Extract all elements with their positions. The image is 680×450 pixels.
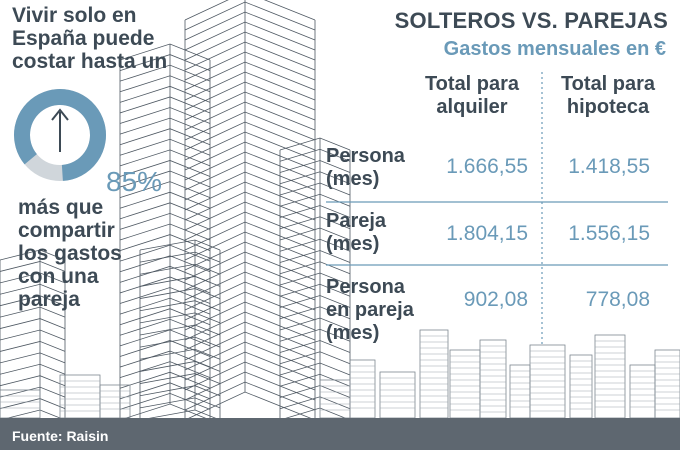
distant-building [594, 334, 626, 419]
headline-line: España puede [12, 27, 155, 50]
percent-value: 85% [106, 166, 163, 197]
distant-building [319, 379, 351, 419]
distant-building [479, 339, 507, 419]
subline-line: pareja [18, 288, 80, 311]
distant-building [349, 359, 376, 419]
headline-line: costar hasta un [12, 50, 168, 73]
row-label-line: (mes) [326, 168, 380, 190]
table-title: SOLTEROS VS. PAREJAS [394, 8, 668, 33]
cell-persona-alquiler: 1.666,55 [446, 155, 528, 178]
row-label-line: (mes) [326, 233, 380, 255]
percent-ring [14, 89, 106, 181]
tower-lower [139, 239, 221, 421]
column-header-line: Total para [560, 73, 656, 95]
subline-line: compartir [18, 219, 115, 242]
distant-building [59, 374, 101, 419]
row-label-line: Pareja [326, 210, 387, 232]
headline-line: Vivir solo en [12, 4, 137, 27]
distant-building [0, 389, 41, 419]
source-credit: Fuente: Raisin [12, 428, 109, 444]
distant-building [99, 384, 131, 419]
tower-left [119, 43, 211, 421]
distant-building [529, 344, 566, 419]
row-label-line: en pareja [326, 299, 414, 321]
row-label-persona: Persona (mes) [326, 145, 436, 191]
row-label-line: Persona [326, 145, 405, 167]
distant-building [509, 364, 531, 419]
row-label-pareja: Pareja (mes) [326, 210, 436, 256]
distant-building [379, 371, 416, 419]
cell-persona-hipoteca: 1.418,55 [568, 155, 650, 178]
table-subtitle: Gastos mensuales en € [443, 38, 666, 60]
subline-line: con una [18, 265, 99, 288]
row-label-line: (mes) [326, 322, 380, 344]
column-header-hipoteca: Total para hipoteca [543, 73, 673, 119]
cell-persona-en-pareja-hipoteca: 778,08 [585, 288, 650, 311]
distant-building [654, 349, 680, 419]
headline: Vivir solo en España puede costar hasta … [12, 4, 192, 73]
tower-main [184, 0, 316, 421]
distant-building [629, 364, 656, 419]
column-header-line: Total para [424, 73, 520, 95]
cell-pareja-hipoteca: 1.556,15 [568, 222, 650, 245]
subline-line: más que [18, 196, 104, 219]
arrow-up-head [51, 108, 69, 121]
column-header-line: hipoteca [566, 96, 650, 118]
row-label-line: Persona [326, 276, 405, 298]
cell-pareja-alquiler: 1.804,15 [446, 222, 528, 245]
row-label-persona-en-pareja: Persona en pareja (mes) [326, 276, 436, 345]
distant-building [449, 349, 481, 419]
ground-band [0, 418, 680, 450]
ring-progress-arc [14, 89, 106, 181]
cell-persona-en-pareja-alquiler: 902,08 [463, 288, 528, 311]
column-header-alquiler: Total para alquiler [407, 73, 537, 119]
column-header-line: alquiler [436, 96, 508, 118]
subline: más que compartir los gastos con una par… [18, 196, 168, 311]
distant-building [569, 354, 593, 419]
subline-line: los gastos [18, 242, 122, 265]
